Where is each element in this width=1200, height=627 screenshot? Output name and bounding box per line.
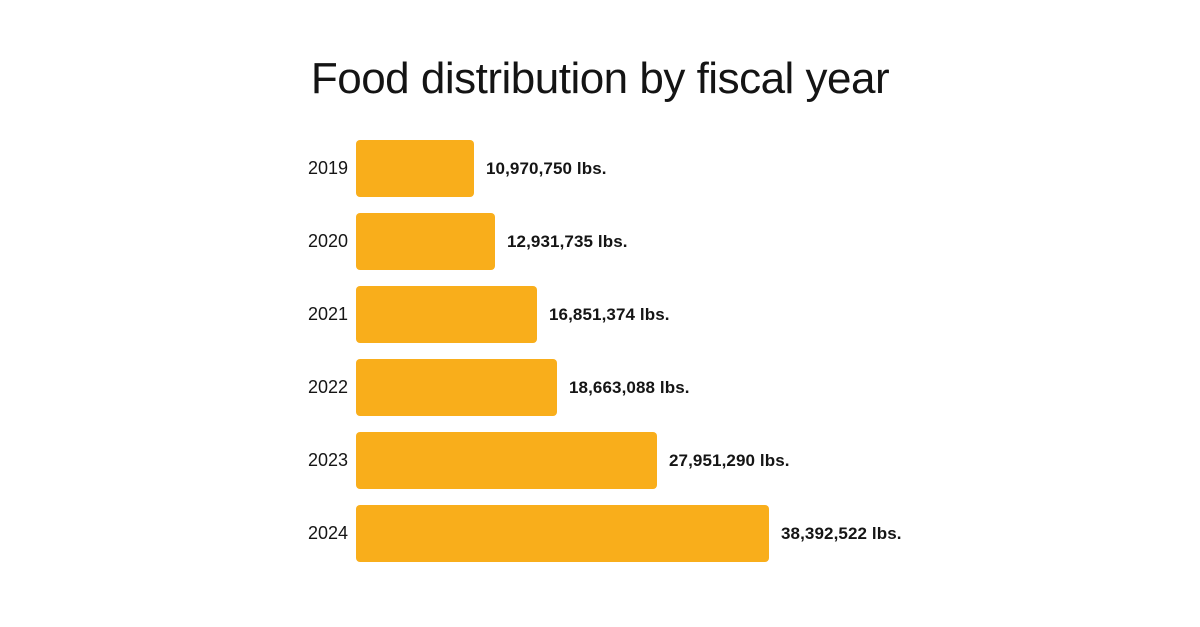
bar-2022 bbox=[356, 359, 557, 417]
bar-2020 bbox=[356, 213, 495, 271]
year-label-2022: 2022 bbox=[307, 377, 348, 398]
chart-row-2019: 2019 10,970,750 lbs. bbox=[252, 140, 1200, 198]
bar-2023 bbox=[356, 432, 657, 490]
chart-row-2024: 2024 38,392,522 lbs. bbox=[252, 505, 1200, 563]
value-label-2023: 27,951,290 lbs. bbox=[669, 450, 790, 470]
year-label-2024: 2024 bbox=[307, 523, 348, 544]
chart-title: Food distribution by fiscal year bbox=[310, 54, 890, 103]
bar-chart: 2019 10,970,750 lbs. 2020 12,931,735 lbs. 20… bbox=[252, 140, 1200, 563]
chart-row-2021: 2021 16,851,374 lbs. bbox=[252, 286, 1200, 344]
chart-row-2020: 2020 12,931,735 lbs. bbox=[252, 213, 1200, 271]
year-label-2020: 2020 bbox=[307, 231, 348, 252]
value-label-2020: 12,931,735 lbs. bbox=[507, 231, 628, 251]
year-label-2023: 2023 bbox=[307, 450, 348, 471]
value-label-2019: 10,970,750 lbs. bbox=[486, 158, 607, 178]
bar-2024 bbox=[356, 505, 769, 563]
year-label-2019: 2019 bbox=[307, 158, 348, 179]
bar-2019 bbox=[356, 140, 474, 198]
bar-2021 bbox=[356, 286, 537, 344]
chart-row-2023: 2023 27,951,290 lbs. bbox=[252, 432, 1200, 490]
value-label-2024: 38,392,522 lbs. bbox=[781, 523, 902, 543]
value-label-2021: 16,851,374 lbs. bbox=[549, 304, 670, 324]
value-label-2022: 18,663,088 lbs. bbox=[569, 377, 690, 397]
year-label-2021: 2021 bbox=[307, 304, 348, 325]
chart-row-2022: 2022 18,663,088 lbs. bbox=[252, 359, 1200, 417]
